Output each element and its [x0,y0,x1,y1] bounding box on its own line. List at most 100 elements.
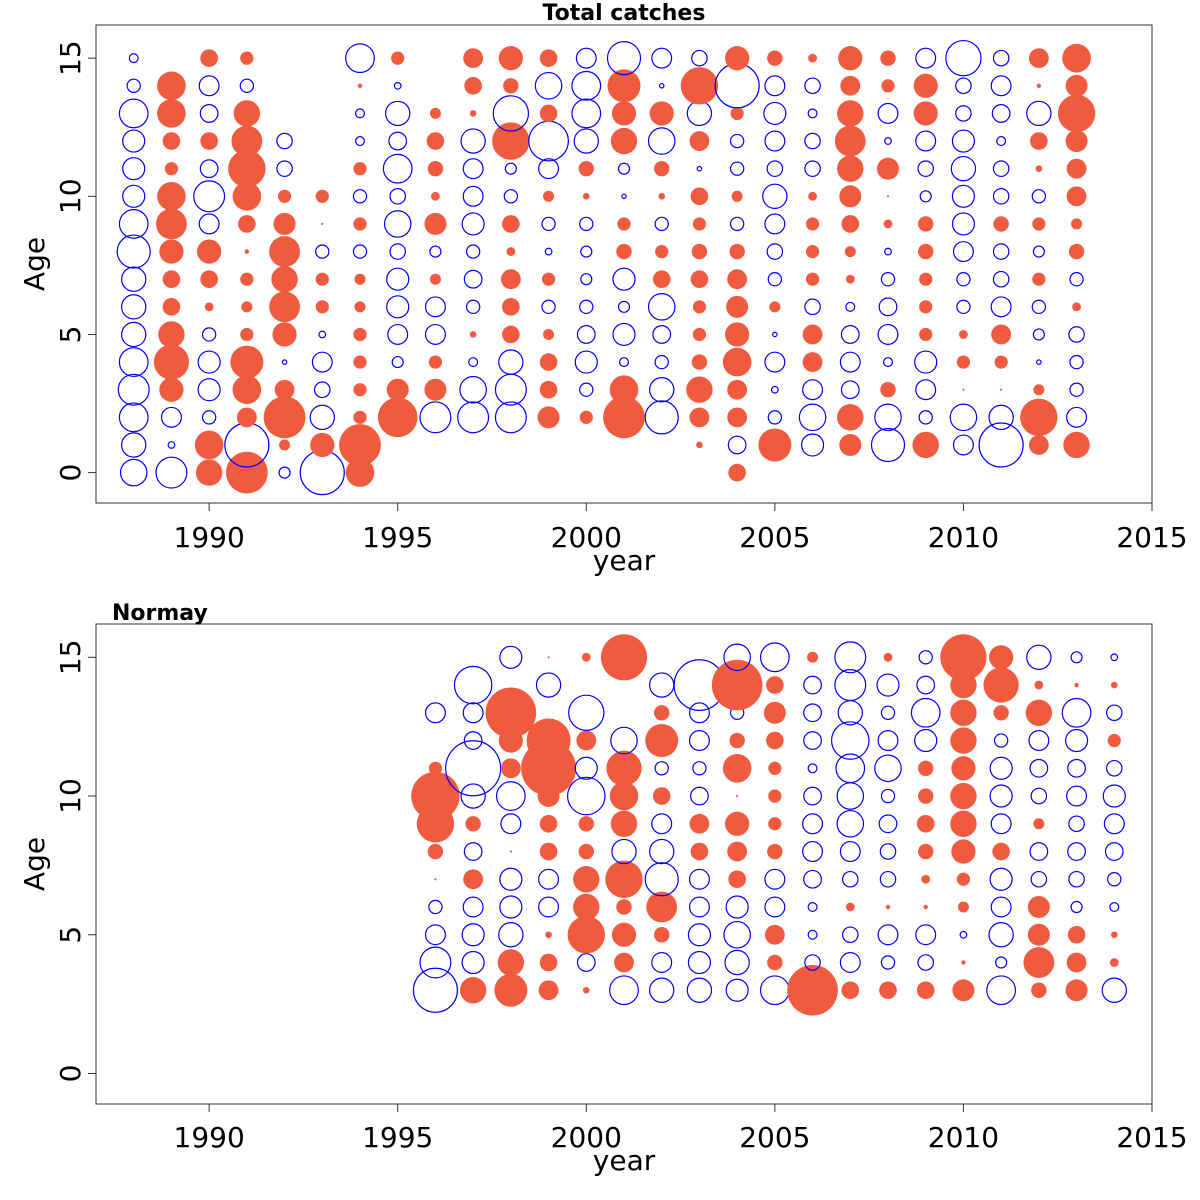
bubble-series [411,634,1127,1016]
bubble-positive [689,407,710,428]
bubble-negative [1101,977,1127,1003]
bubble-negative [579,216,594,232]
bubble-negative [1036,359,1042,365]
bubble-negative [1067,758,1086,778]
bubble-negative [1068,870,1085,888]
bubble-positive [339,424,381,466]
bubble-positive [463,48,484,69]
bubble-negative [959,930,968,939]
bubble-positive [162,270,181,288]
bubble-negative [1028,730,1050,752]
bubble-negative [494,401,527,434]
bubble-positive [692,300,707,314]
bubble-negative [649,672,675,698]
bubble-negative [951,129,976,153]
bubble-positive [764,924,785,945]
bubble-positive [1032,272,1046,286]
y-tick-label: 15 [54,40,87,76]
bubble-negative [387,323,409,345]
bubble-negative [1069,354,1084,370]
bubble-positive [655,244,669,259]
bubble-negative [198,213,220,235]
bubble-negative [764,896,786,918]
bubble-negative [991,104,1011,123]
bubble-positive [231,125,263,157]
bubble-positive [845,902,855,912]
bubble-negative [770,385,779,394]
bubble-positive [921,874,931,884]
bubble-negative [389,243,407,260]
bubble-positive [263,396,306,439]
bubble-positive [539,104,558,123]
bubble-negative [877,323,899,345]
bubble-negative [621,193,627,200]
bubble-negative [877,730,899,752]
bubble-positive [353,162,367,176]
bubble-positive [197,239,222,264]
bubble-positive [729,243,745,260]
bubble-positive [277,189,292,203]
bubble-negative [915,379,937,401]
bubble-positive [883,219,893,229]
bubble-negative [460,128,486,154]
bubble-positive [918,216,934,232]
bubble-positive [1065,74,1088,97]
bubble-negative [1030,870,1048,888]
bubble-negative [1064,728,1089,753]
bubble-positive [606,750,642,786]
bubble-positive [956,355,971,369]
bubble-negative [725,895,749,919]
bubble-positive [994,355,1008,369]
bubble-negative [992,243,1010,260]
bubble-positive [916,981,935,1000]
bubble-positive [769,301,781,313]
bubble-negative [445,740,502,797]
bubble-negative [612,267,636,291]
bubble-positive [1020,398,1058,437]
bubble-positive [1110,681,1118,689]
bubble-positive [680,67,719,105]
bubble-negative [915,47,937,69]
x-tick-label: 2005 [739,1121,810,1154]
bubble-positive [950,782,977,810]
bubble-negative [1068,326,1085,343]
bubble-negative [1031,299,1047,315]
bubble-negative [989,756,1013,780]
bubble-positive [951,756,976,781]
bubble-negative [461,212,485,236]
bubble-positive [431,191,440,201]
x-axis-label: year [593,544,656,577]
bubble-negative [956,271,971,287]
bubble-positive [426,132,445,150]
bubble-positive [526,718,571,763]
bubble-positive [962,388,965,391]
bubble-positive [200,49,218,67]
bubble-positive [646,891,678,923]
bubble-positive [541,272,556,286]
bubble-negative [538,158,560,180]
bubble-positive [310,432,335,458]
bubble-positive [1027,896,1050,919]
bubble-negative [499,867,523,891]
bubble-positive [503,78,519,94]
bubble-negative [644,400,679,435]
bubble-negative [419,946,452,979]
bubble-positive [787,964,838,1016]
bubble-negative [918,650,933,665]
bubble-positive [228,149,266,188]
bubble-positive [1074,682,1079,688]
bubble-positive [428,355,443,369]
bubble-negative [951,184,976,208]
bubble-negative [383,210,412,238]
bubble-positive [918,843,934,860]
bubble-positive [919,327,933,342]
bubble-negative [807,929,818,940]
bubble-positive [837,100,864,127]
bubble-negative [541,216,556,232]
bubble-positive [158,321,185,348]
bubble-negative [386,267,410,291]
bubble-negative [457,401,490,434]
bubble-positive [502,215,520,233]
bubble-negative [652,325,672,344]
